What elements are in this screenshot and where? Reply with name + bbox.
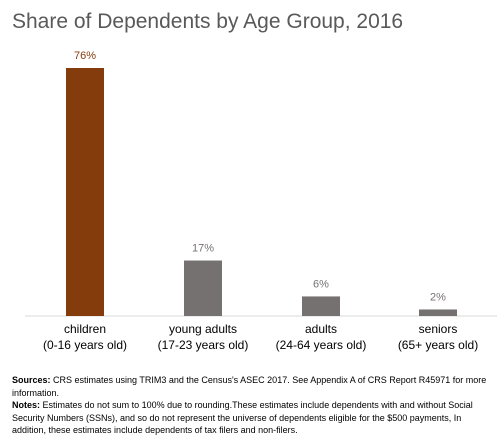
bar-children — [66, 68, 104, 316]
chart-title: Share of Dependents by Age Group, 2016 — [12, 10, 404, 33]
category-range: (65+ years old) — [397, 338, 479, 352]
value-label-young-adults: 17% — [192, 243, 214, 255]
category-label-adults: adults (24-64 years old) — [259, 321, 384, 353]
notes-label: Notes: — [12, 400, 41, 410]
value-label-adults: 6% — [313, 278, 329, 290]
notes-text: Estimates do not sum to 100% due to roun… — [12, 400, 473, 435]
value-label-seniors: 2% — [430, 291, 446, 303]
category-name: seniors — [418, 322, 458, 336]
bar-seniors — [419, 309, 457, 316]
bar-young-adults — [184, 260, 222, 316]
category-name: children — [63, 322, 107, 336]
bars-group — [66, 68, 457, 316]
bar-adults — [302, 296, 340, 316]
category-range: (24-64 years old) — [275, 338, 367, 352]
sources-line: Sources: CRS estimates using TRIM3 and t… — [12, 374, 492, 399]
bar-chart: 76% 17% 6% 2% — [25, 50, 497, 317]
sources-text: CRS estimates using TRIM3 and the Census… — [12, 375, 487, 398]
notes-block: Sources: CRS estimates using TRIM3 and t… — [12, 374, 492, 437]
category-label-seniors: seniors (65+ years old) — [376, 321, 501, 353]
category-name: young adults — [168, 322, 238, 336]
category-label-children: children (0-16 years old) — [23, 321, 148, 353]
notes-line: Notes: Estimates do not sum to 100% due … — [12, 399, 492, 437]
category-label-young-adults: young adults (17-23 years old) — [141, 321, 266, 353]
category-range: (0-16 years old) — [42, 338, 128, 352]
value-labels-group: 76% 17% 6% 2% — [74, 50, 446, 303]
category-range: (17-23 years old) — [157, 338, 249, 352]
value-label-children: 76% — [74, 50, 96, 62]
category-name: adults — [304, 322, 338, 336]
sources-label: Sources: — [12, 375, 51, 385]
